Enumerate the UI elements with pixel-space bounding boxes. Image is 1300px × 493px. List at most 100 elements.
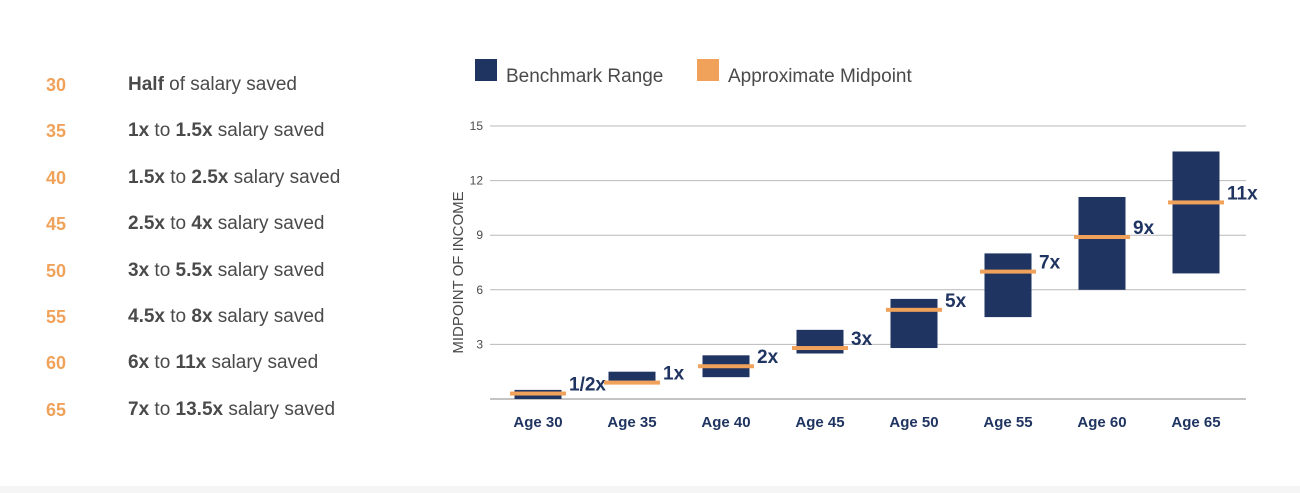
milestone-row: 45 2.5x to 4x salary saved bbox=[40, 209, 400, 239]
milestone-high: 8x bbox=[191, 306, 213, 327]
footer-band bbox=[0, 486, 1300, 493]
chart-gridlines bbox=[490, 125, 1246, 400]
milestone-sep: to bbox=[164, 213, 192, 234]
milestone-low: 7x bbox=[128, 399, 150, 420]
milestone-text: 1.5x to 2.5x salary saved bbox=[128, 167, 340, 189]
y-axis-label: MIDPOINT OF INCOME bbox=[450, 191, 467, 353]
milestone-suffix: salary saved bbox=[212, 260, 325, 281]
milestone-suffix: salary saved bbox=[223, 399, 336, 420]
range-bar bbox=[1172, 151, 1220, 274]
chart-svg: Benchmark Range Approximate Midpoint 3 6 9 1… bbox=[450, 59, 1258, 431]
milestone-row: 55 4.5x to 8x salary saved bbox=[40, 302, 400, 332]
milestone-low: 3x bbox=[128, 260, 150, 281]
x-tick-label: Age 35 bbox=[607, 414, 656, 431]
midpoint-marker bbox=[792, 346, 848, 351]
milestone-text: 7x to 13.5x salary saved bbox=[128, 399, 335, 421]
milestone-low: Half bbox=[128, 74, 164, 95]
milestone-age: 45 bbox=[46, 213, 67, 234]
milestone-low: 1x bbox=[128, 120, 150, 141]
range-bar bbox=[890, 298, 938, 349]
data-label: 3x bbox=[851, 329, 873, 350]
x-tick-label: Age 40 bbox=[701, 414, 750, 431]
milestone-high: 5.5x bbox=[175, 260, 213, 281]
legend-range-swatch bbox=[475, 59, 497, 81]
legend-midpoint-swatch bbox=[697, 59, 719, 81]
y-tick-label: 15 bbox=[470, 119, 484, 133]
milestone-text: 4.5x to 8x salary saved bbox=[128, 306, 324, 328]
milestone-high: 4x bbox=[191, 213, 213, 234]
milestone-sep: to bbox=[149, 399, 176, 420]
data-label: 2x bbox=[757, 347, 779, 368]
milestone-row: 30 Half of salary saved bbox=[40, 70, 400, 100]
chart-legend: Benchmark Range Approximate Midpoint bbox=[475, 59, 912, 87]
milestone-suffix: salary saved bbox=[212, 306, 325, 327]
milestone-sep: to bbox=[149, 120, 176, 141]
milestone-sep: to bbox=[164, 167, 192, 188]
data-label: 1/2x bbox=[569, 375, 606, 396]
x-tick-label: Age 50 bbox=[889, 414, 938, 431]
x-tick-label: Age 55 bbox=[983, 414, 1032, 431]
milestone-high: 11x bbox=[175, 352, 207, 373]
data-label: 9x bbox=[1133, 218, 1155, 239]
x-tick-label: Age 65 bbox=[1171, 414, 1220, 431]
milestone-age: 35 bbox=[46, 120, 67, 141]
milestone-text: 6x to 11x salary saved bbox=[128, 352, 318, 374]
midpoint-marker bbox=[1168, 200, 1224, 205]
x-axis: Age 30 Age 35 Age 40 Age 45 Age 50 Age 55 Age … bbox=[513, 414, 1220, 431]
midpoint-marker bbox=[510, 391, 566, 396]
milestone-text: 2.5x to 4x salary saved bbox=[128, 213, 324, 235]
milestone-age: 50 bbox=[46, 260, 67, 281]
milestone-suffix: salary saved bbox=[228, 167, 341, 188]
data-label: 7x bbox=[1039, 253, 1061, 274]
milestone-sep: to bbox=[164, 306, 192, 327]
milestone-high: 1.5x bbox=[175, 120, 213, 141]
legend-midpoint-label: Approximate Midpoint bbox=[728, 66, 912, 87]
milestone-row: 60 6x to 11x salary saved bbox=[40, 348, 400, 378]
midpoint-marker bbox=[980, 269, 1036, 274]
milestone-age: 40 bbox=[46, 167, 67, 188]
range-bar bbox=[1078, 196, 1126, 290]
data-label: 1x bbox=[663, 364, 685, 385]
milestone-age: 30 bbox=[46, 74, 67, 95]
milestone-low: 6x bbox=[128, 352, 150, 373]
y-tick-label: 9 bbox=[476, 228, 483, 242]
legend-range-label: Benchmark Range bbox=[506, 66, 663, 87]
milestone-text: 3x to 5.5x salary saved bbox=[128, 260, 324, 282]
midpoint-marker bbox=[1074, 235, 1130, 240]
milestone-age: 65 bbox=[46, 399, 67, 420]
milestone-low: 1.5x bbox=[128, 167, 165, 188]
milestone-suffix: salary saved bbox=[212, 213, 325, 234]
milestone-suffix: salary saved bbox=[206, 352, 319, 373]
milestone-suffix: of salary saved bbox=[163, 74, 297, 95]
milestone-low: 4.5x bbox=[128, 306, 165, 327]
milestone-high: 2.5x bbox=[191, 167, 229, 188]
midpoint-marker bbox=[604, 380, 660, 385]
milestone-age: 55 bbox=[46, 306, 67, 327]
midpoint-marker bbox=[698, 364, 754, 369]
y-tick-label: 6 bbox=[476, 283, 483, 297]
milestone-sep: to bbox=[149, 352, 176, 373]
milestone-high: 13.5x bbox=[175, 399, 224, 420]
x-tick-label: Age 45 bbox=[795, 414, 844, 431]
milestone-suffix: salary saved bbox=[212, 120, 325, 141]
y-tick-label: 3 bbox=[476, 337, 483, 351]
range-bar bbox=[608, 371, 656, 381]
milestone-row: 35 1x to 1.5x salary saved bbox=[40, 116, 400, 146]
milestone-text: Half of salary saved bbox=[128, 74, 297, 96]
milestone-row: 65 7x to 13.5x salary saved bbox=[40, 395, 400, 425]
milestone-text: 1x to 1.5x salary saved bbox=[128, 120, 324, 142]
data-label: 11x bbox=[1227, 183, 1258, 204]
range-bar bbox=[984, 253, 1032, 318]
milestone-low: 2.5x bbox=[128, 213, 165, 234]
y-axis: 3 6 9 12 15 MIDPOINT OF INCOME bbox=[450, 119, 483, 354]
savings-benchmark-chart: Benchmark Range Approximate Midpoint 3 6 9 1… bbox=[420, 50, 1280, 450]
midpoint-marker bbox=[886, 307, 942, 312]
milestone-row: 50 3x to 5.5x salary saved bbox=[40, 256, 400, 286]
x-tick-label: Age 30 bbox=[513, 414, 562, 431]
data-label: 5x bbox=[945, 291, 967, 312]
x-tick-label: Age 60 bbox=[1077, 414, 1126, 431]
y-tick-label: 12 bbox=[470, 174, 484, 188]
milestone-row: 40 1.5x to 2.5x salary saved bbox=[40, 163, 400, 193]
milestone-sep: to bbox=[149, 260, 176, 281]
chart-bars: 1/2x 1x 2x 3x 5x 7x 9x 11x bbox=[510, 151, 1258, 399]
